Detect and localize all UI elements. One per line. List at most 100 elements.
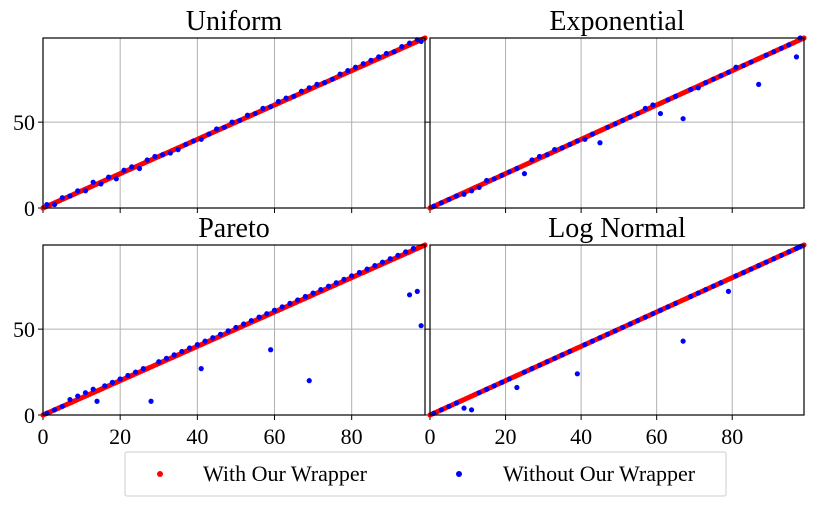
point-without-wrapper <box>244 112 251 118</box>
point-without-wrapper <box>295 297 301 303</box>
legend-box <box>124 451 727 497</box>
panel-log-normal: 0 20 40 60 80 Log Normal <box>425 213 807 449</box>
point-without-wrapper <box>763 52 769 58</box>
point-without-wrapper <box>140 366 146 372</box>
point-without-wrapper <box>217 331 224 337</box>
point-without-wrapper <box>536 153 543 160</box>
point-without-wrapper <box>446 196 452 203</box>
point-without-wrapper <box>102 383 108 389</box>
point-without-wrapper <box>414 288 420 294</box>
point-without-wrapper <box>521 171 528 177</box>
point-without-wrapper <box>260 105 266 112</box>
x-tick-label: 60 <box>264 424 286 449</box>
point-without-wrapper <box>642 314 648 320</box>
legend-label-with-wrapper: With Our Wrapper <box>203 461 368 486</box>
point-without-wrapper <box>82 390 89 396</box>
plot-frame <box>429 37 805 209</box>
point-without-wrapper <box>98 181 104 187</box>
y-tick-label: 50 <box>13 317 35 342</box>
point-without-wrapper <box>582 136 588 142</box>
point-without-wrapper <box>536 362 543 368</box>
point-without-wrapper <box>627 114 633 120</box>
point-without-wrapper <box>718 73 724 79</box>
point-without-wrapper <box>476 390 482 396</box>
point-without-wrapper <box>718 280 724 286</box>
point-without-wrapper <box>567 141 573 148</box>
point-without-wrapper <box>368 57 374 63</box>
point-without-wrapper <box>604 124 611 130</box>
plot-frame <box>42 244 426 416</box>
point-without-wrapper <box>90 179 96 185</box>
point-without-wrapper <box>302 293 308 300</box>
point-without-wrapper <box>725 288 732 294</box>
point-without-wrapper <box>672 93 679 99</box>
point-without-wrapper <box>438 407 444 413</box>
point-without-wrapper <box>279 304 285 310</box>
point-without-wrapper <box>491 383 497 389</box>
point-without-wrapper <box>117 376 123 382</box>
point-without-wrapper <box>635 317 641 324</box>
point-without-wrapper <box>680 338 686 344</box>
point-without-wrapper <box>499 172 505 178</box>
point-without-wrapper <box>198 136 204 142</box>
point-without-wrapper <box>710 76 716 82</box>
point-without-wrapper <box>650 102 656 108</box>
panel-title: Uniform <box>186 6 283 37</box>
point-without-wrapper <box>559 352 565 358</box>
point-without-wrapper <box>275 98 281 105</box>
point-without-wrapper <box>544 359 550 365</box>
point-without-wrapper <box>793 54 800 60</box>
panel-pareto: 0 20 40 60 80 0 50 Pareto <box>13 213 428 449</box>
point-without-wrapper <box>574 138 580 144</box>
point-without-wrapper <box>771 49 777 55</box>
point-without-wrapper <box>665 97 671 103</box>
point-without-wrapper <box>356 269 363 276</box>
point-without-wrapper <box>256 314 262 320</box>
point-without-wrapper <box>672 300 679 306</box>
point-without-wrapper <box>264 311 270 317</box>
point-without-wrapper <box>627 321 633 327</box>
point-without-wrapper <box>461 191 467 197</box>
point-without-wrapper <box>160 152 166 158</box>
point-without-wrapper <box>341 276 347 282</box>
point-without-wrapper <box>786 42 792 48</box>
point-without-wrapper <box>446 403 452 410</box>
point-without-wrapper <box>187 345 193 351</box>
point-without-wrapper <box>383 50 390 57</box>
point-without-wrapper <box>506 376 512 382</box>
point-without-wrapper <box>710 283 716 289</box>
point-without-wrapper <box>453 193 460 199</box>
point-without-wrapper <box>756 263 762 269</box>
point-without-wrapper <box>75 188 81 194</box>
point-without-wrapper <box>387 256 393 262</box>
point-without-wrapper <box>438 200 444 206</box>
point-without-wrapper <box>364 266 370 272</box>
point-without-wrapper <box>406 40 413 46</box>
point-without-wrapper <box>345 68 351 74</box>
point-without-wrapper <box>82 188 89 194</box>
point-without-wrapper <box>491 176 497 182</box>
point-without-wrapper <box>198 366 204 372</box>
point-without-wrapper <box>129 164 135 170</box>
point-without-wrapper <box>248 317 254 324</box>
x-tick-label: 40 <box>186 424 208 449</box>
point-without-wrapper <box>740 62 747 69</box>
point-without-wrapper <box>688 293 694 300</box>
point-without-wrapper <box>171 352 177 358</box>
point-without-wrapper <box>67 193 73 199</box>
point-without-wrapper <box>703 287 709 293</box>
point-without-wrapper <box>484 177 490 184</box>
point-without-wrapper <box>740 269 747 276</box>
point-without-wrapper <box>604 331 611 337</box>
point-without-wrapper <box>156 359 162 365</box>
point-without-wrapper <box>360 61 366 67</box>
point-without-wrapper <box>725 69 732 75</box>
point-without-wrapper <box>329 76 335 82</box>
point-without-wrapper <box>194 341 200 348</box>
point-without-wrapper <box>210 335 216 341</box>
point-without-wrapper <box>167 150 173 156</box>
point-without-wrapper <box>59 403 65 410</box>
point-without-wrapper <box>748 59 754 65</box>
